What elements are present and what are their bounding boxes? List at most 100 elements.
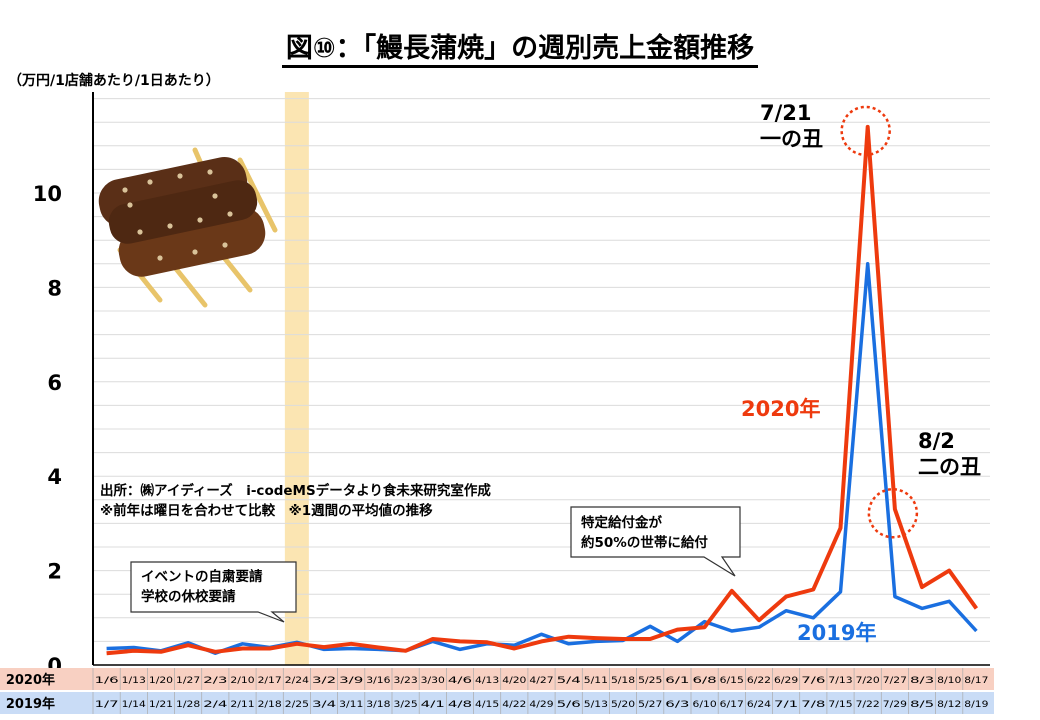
ushi-1-name: 一の丑: [760, 127, 823, 151]
x-tick-label-2019: 4/8: [448, 700, 473, 710]
x-tick-label-2020: 8/17: [964, 676, 988, 686]
x-tick-label-2020: 5/11: [584, 676, 608, 686]
x-tick-label-2020: 3/23: [394, 676, 418, 686]
x-tick-label-2019: 4/15: [475, 700, 499, 710]
x-tick-label-2020: 8/3: [910, 676, 934, 686]
x-tick-label-2019: 1/21: [149, 700, 173, 710]
series-line-2019: [106, 262, 978, 655]
x-tick-label-2020: 4/13: [475, 676, 499, 686]
x-tick-label-2019: 3/25: [394, 700, 418, 710]
eel-glaze-spot: [157, 255, 163, 261]
eel-glaze-spot: [122, 187, 128, 193]
x-tick-label-2020: 6/1: [665, 676, 689, 686]
series-label-2019: 2019年: [797, 621, 876, 645]
x-tick-label-2019: 2/11: [230, 700, 254, 710]
grilled-eel-skewer-icon: [98, 147, 278, 308]
x-tick-label-2019: 8/5: [910, 700, 934, 710]
x-tick-label-2020: 7/13: [828, 676, 852, 686]
x-tick-label-2020: 7/20: [856, 676, 880, 686]
x-tick-label-2019: 7/8: [801, 700, 826, 710]
x-tick-label-2020: 2/3: [203, 676, 227, 686]
x-tick-label-2020: 5/25: [638, 676, 662, 686]
chart-title: 図⑩：「鰻長蒲焼」の週別売上金額推移: [0, 26, 1040, 68]
eel-glaze-spot: [197, 217, 203, 223]
x-tick-label-2019: 2/18: [258, 700, 282, 710]
x-tick-label-2020: 2/17: [258, 676, 282, 686]
x-tick-label-2019: 6/3: [665, 700, 689, 710]
x-tick-label-2019: 5/27: [638, 700, 662, 710]
x-tick-label-2020: 4/6: [448, 676, 473, 686]
eel-glaze-spot: [127, 202, 133, 208]
x-tick-label-2020: 6/8: [693, 676, 718, 686]
x-tick-label-2020: 1/13: [122, 676, 146, 686]
y-tick-label: 6: [47, 371, 62, 395]
eel-glaze-spot: [192, 249, 198, 255]
eel-glaze-spot: [137, 229, 143, 235]
x-tick-label-2020: 2/10: [230, 676, 254, 686]
x-tick-label-2020: 6/15: [720, 676, 744, 686]
x-tick-label-2020: 4/20: [502, 676, 526, 686]
eel-glaze-spot: [147, 179, 153, 185]
marker-circle-1: [840, 105, 891, 157]
x-tick-label-2019: 7/1: [774, 700, 798, 710]
ushi-1-date: 7/21: [760, 101, 812, 125]
marker-circle-2: [867, 487, 919, 539]
x-tick-label-2019: 4/1: [421, 700, 445, 710]
x-tick-label-2020: 6/29: [774, 676, 798, 686]
ushi-2-name: 二の丑: [918, 455, 981, 479]
source-note: 出所：㈱アイディーズ i-codeMSデータより食未来研究室作成 ※前年は曜日を…: [100, 481, 491, 521]
date-row-2019-label: 2019年: [6, 696, 55, 712]
x-tick-label-2020: 1/6: [95, 676, 120, 686]
x-tick-label-2019: 5/20: [611, 700, 635, 710]
y-tick-label: 2: [47, 560, 62, 584]
eel-glaze-spot: [167, 223, 173, 229]
x-tick-label-2019: 7/22: [856, 700, 880, 710]
x-tick-label-2019: 6/17: [720, 700, 744, 710]
eel-glaze-spot: [212, 193, 218, 199]
x-tick-label-2020: 8/10: [937, 676, 961, 686]
eel-glaze-spot: [227, 211, 233, 217]
ushi-1-label: 7/21 一の丑: [760, 100, 823, 152]
x-tick-label-2019: 2/25: [285, 700, 309, 710]
x-tick-label-2020: 1/27: [176, 676, 200, 686]
x-tick-label-2020: 3/16: [366, 676, 390, 686]
callout-benefit-text: 特定給付金が 約50%の世帯に給付: [581, 513, 708, 553]
x-tick-label-2019: 4/22: [502, 700, 526, 710]
x-tick-label-2020: 3/9: [339, 676, 364, 686]
callout-event-line-1: イベントの自粛要請: [141, 569, 263, 585]
x-tick-label-2019: 6/24: [747, 700, 771, 710]
y-tick-label: 10: [33, 182, 62, 206]
callout-event-line-2: 学校の休校要請: [141, 589, 236, 605]
eel-glaze-spot: [222, 242, 228, 248]
x-tick-label-2020: 6/22: [747, 676, 771, 686]
x-tick-label-2019: 8/19: [964, 700, 988, 710]
x-tick-label-2020: 3/2: [312, 676, 336, 686]
x-tick-label-2020: 5/18: [611, 676, 635, 686]
x-tick-label-2020: 2/24: [285, 676, 309, 686]
x-tick-label-2020: 7/6: [801, 676, 826, 686]
source-line: 出所：㈱アイディーズ i-codeMSデータより食未来研究室作成: [100, 483, 491, 499]
date-row-2020-label: 2020年: [6, 672, 55, 688]
eel-glaze-spot: [207, 169, 213, 175]
x-tick-label-2020: 7/27: [883, 676, 907, 686]
x-tick-label-2019: 7/29: [883, 700, 907, 710]
y-tick-label: 8: [47, 276, 62, 300]
callout-benefit-box: [570, 506, 741, 577]
x-tick-label-2019: 4/29: [529, 700, 553, 710]
x-tick-label-2019: 5/13: [584, 700, 608, 710]
eel-fillet: [118, 207, 266, 277]
x-tick-label-2019: 3/18: [366, 700, 390, 710]
x-tick-label-2019: 2/4: [203, 700, 228, 710]
x-tick-label-2019: 7/15: [828, 700, 852, 710]
x-tick-label-2019: 3/4: [312, 700, 337, 710]
callout-event-text: イベントの自粛要請 学校の休校要請: [141, 567, 263, 607]
y-tick-label: 4: [47, 465, 62, 489]
eel-fillet: [108, 180, 258, 244]
x-tick-label-2019: 1/7: [95, 700, 119, 710]
x-tick-label-2020: 5/4: [557, 676, 582, 686]
x-tick-label-2019: 5/6: [557, 700, 582, 710]
callout-benefit-line-2: 約50%の世帯に給付: [581, 535, 708, 551]
x-tick-label-2019: 8/12: [937, 700, 961, 710]
callout-event-box: [130, 561, 297, 623]
